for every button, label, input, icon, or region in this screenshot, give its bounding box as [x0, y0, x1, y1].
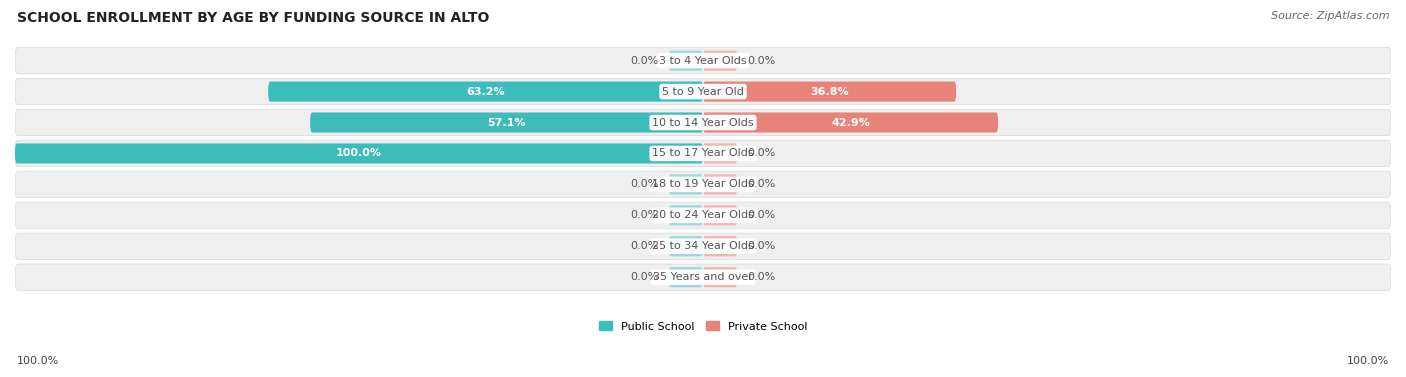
Text: 0.0%: 0.0% — [748, 56, 776, 66]
FancyBboxPatch shape — [15, 233, 1391, 259]
Text: 0.0%: 0.0% — [630, 179, 658, 189]
FancyBboxPatch shape — [703, 236, 737, 256]
FancyBboxPatch shape — [669, 236, 703, 256]
Text: 5 to 9 Year Old: 5 to 9 Year Old — [662, 87, 744, 97]
Text: 36.8%: 36.8% — [810, 87, 849, 97]
Text: 25 to 34 Year Olds: 25 to 34 Year Olds — [652, 241, 754, 251]
FancyBboxPatch shape — [703, 205, 737, 225]
FancyBboxPatch shape — [15, 48, 1391, 74]
FancyBboxPatch shape — [703, 174, 737, 195]
Text: 3 to 4 Year Olds: 3 to 4 Year Olds — [659, 56, 747, 66]
Text: 18 to 19 Year Olds: 18 to 19 Year Olds — [652, 179, 754, 189]
FancyBboxPatch shape — [15, 78, 1391, 105]
Text: 0.0%: 0.0% — [748, 149, 776, 158]
FancyBboxPatch shape — [703, 51, 737, 70]
Legend: Public School, Private School: Public School, Private School — [599, 321, 807, 332]
FancyBboxPatch shape — [703, 81, 956, 102]
FancyBboxPatch shape — [703, 112, 998, 133]
FancyBboxPatch shape — [311, 112, 703, 133]
FancyBboxPatch shape — [269, 81, 703, 102]
Text: 57.1%: 57.1% — [488, 118, 526, 127]
FancyBboxPatch shape — [15, 140, 1391, 167]
Text: 0.0%: 0.0% — [748, 272, 776, 282]
Text: 0.0%: 0.0% — [630, 241, 658, 251]
FancyBboxPatch shape — [15, 202, 1391, 228]
FancyBboxPatch shape — [703, 143, 737, 164]
Text: 0.0%: 0.0% — [630, 272, 658, 282]
Text: 0.0%: 0.0% — [748, 179, 776, 189]
Text: 63.2%: 63.2% — [467, 87, 505, 97]
Text: 0.0%: 0.0% — [630, 210, 658, 220]
Text: 10 to 14 Year Olds: 10 to 14 Year Olds — [652, 118, 754, 127]
Text: 100.0%: 100.0% — [336, 149, 382, 158]
Text: SCHOOL ENROLLMENT BY AGE BY FUNDING SOURCE IN ALTO: SCHOOL ENROLLMENT BY AGE BY FUNDING SOUR… — [17, 11, 489, 25]
Text: 100.0%: 100.0% — [1347, 356, 1389, 366]
Text: 100.0%: 100.0% — [17, 356, 59, 366]
Text: Source: ZipAtlas.com: Source: ZipAtlas.com — [1271, 11, 1389, 21]
FancyBboxPatch shape — [669, 267, 703, 287]
FancyBboxPatch shape — [15, 109, 1391, 136]
Text: 0.0%: 0.0% — [630, 56, 658, 66]
FancyBboxPatch shape — [15, 143, 703, 164]
Text: 42.9%: 42.9% — [831, 118, 870, 127]
FancyBboxPatch shape — [15, 264, 1391, 290]
FancyBboxPatch shape — [669, 51, 703, 70]
FancyBboxPatch shape — [669, 205, 703, 225]
Text: 35 Years and over: 35 Years and over — [652, 272, 754, 282]
Text: 20 to 24 Year Olds: 20 to 24 Year Olds — [652, 210, 754, 220]
FancyBboxPatch shape — [703, 267, 737, 287]
Text: 0.0%: 0.0% — [748, 210, 776, 220]
Text: 0.0%: 0.0% — [748, 241, 776, 251]
FancyBboxPatch shape — [669, 174, 703, 195]
Text: 15 to 17 Year Olds: 15 to 17 Year Olds — [652, 149, 754, 158]
FancyBboxPatch shape — [15, 171, 1391, 198]
